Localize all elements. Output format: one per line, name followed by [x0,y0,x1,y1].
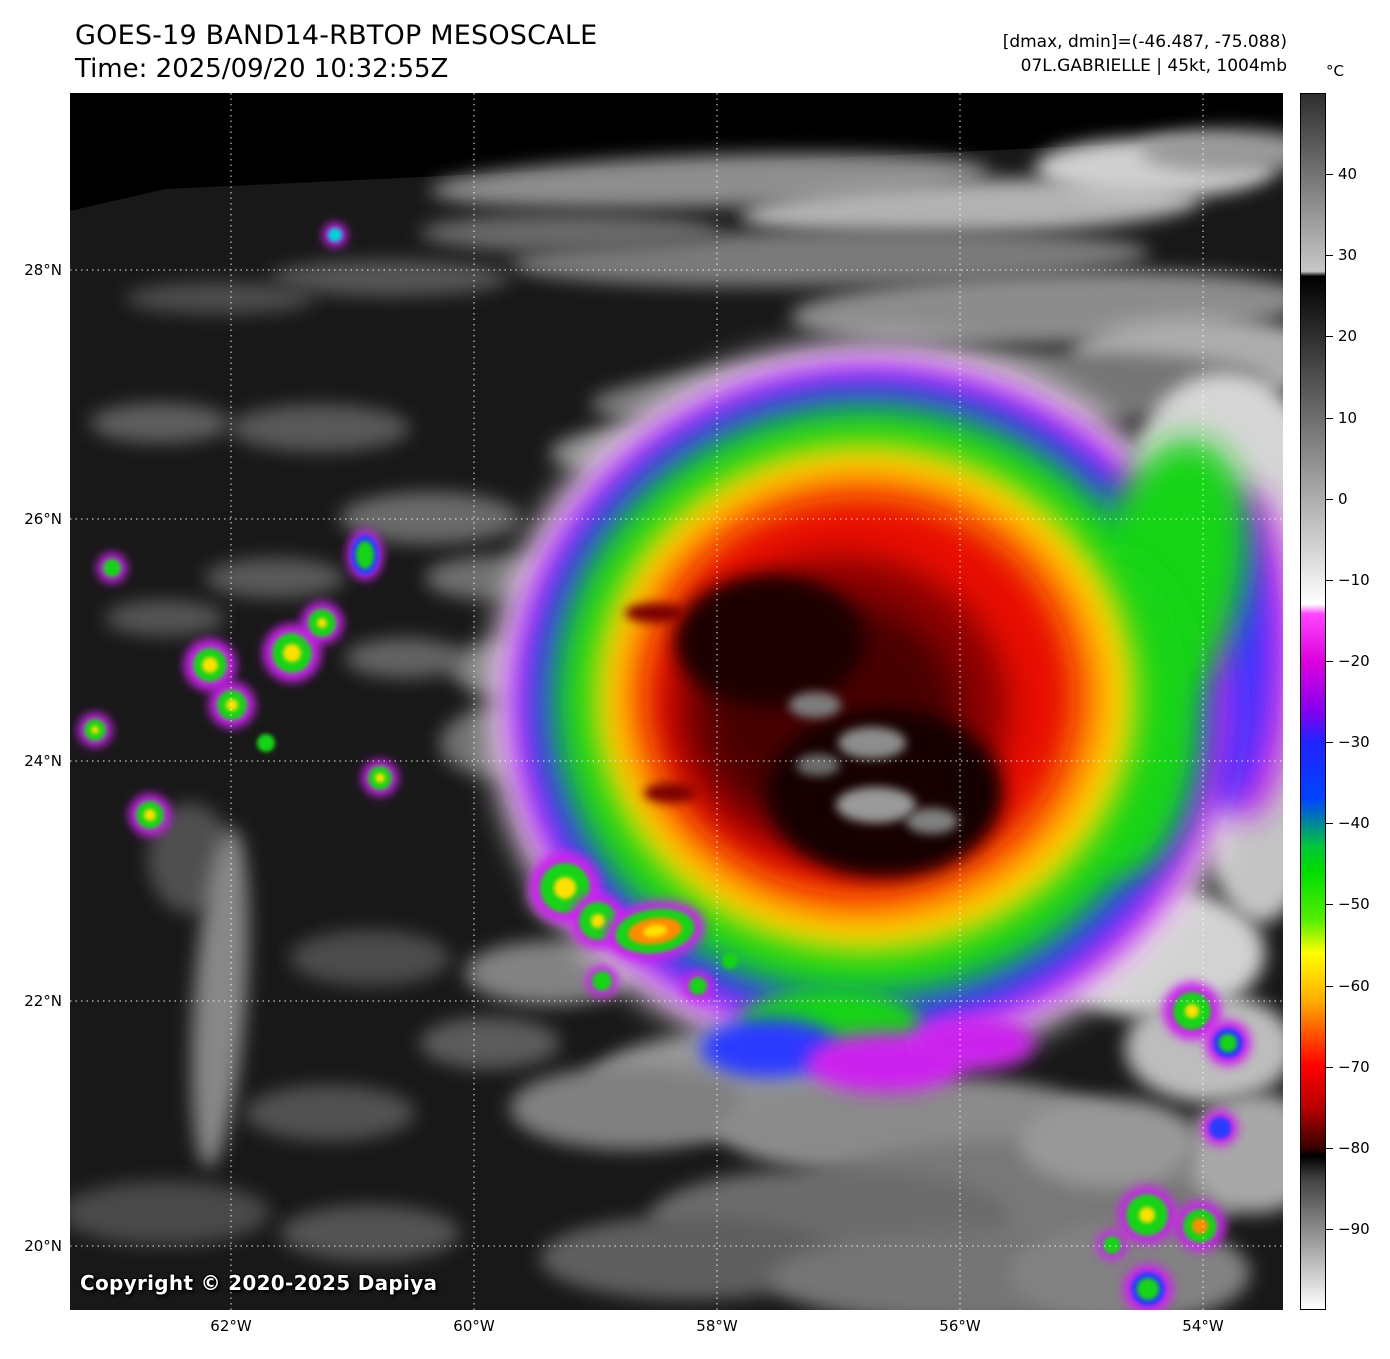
satellite-map: Copyright © 2020-2025 Dapiya [70,93,1283,1310]
timestamp-label: Time: 2025/09/20 10:32:55Z [75,54,449,84]
colorbar-label-m30: −30 [1338,733,1370,751]
colorbar-label-m60: −60 [1338,977,1370,995]
colorbar-tick [1326,580,1333,581]
convective-cells [78,223,1251,1310]
colorbar-label-m20: −20 [1338,652,1370,670]
colorbar-tick [1326,1148,1333,1149]
colorbar-label-40: 40 [1338,165,1358,183]
colorbar-tick [1326,174,1333,175]
lat-label-24n: 24°N [24,752,62,770]
colorbar-gradient [1300,93,1326,1310]
colorbar-tick [1326,1229,1333,1230]
dmax-dmin-label: [dmax, dmin]=(-46.487, -75.088) [1002,32,1287,52]
colorbar-tick [1326,499,1333,500]
satellite-scene [70,93,1283,1310]
lon-label-60w: 60°W [453,1317,495,1335]
lat-label-20n: 20°N [24,1237,62,1255]
colorbar-label-0: 0 [1338,490,1348,508]
lon-label-56w: 56°W [939,1317,981,1335]
colorbar-label-m90: −90 [1338,1220,1370,1238]
colorbar-label-m50: −50 [1338,895,1370,913]
colorbar-tick [1326,255,1333,256]
lat-label-26n: 26°N [24,510,62,528]
colorbar-tick [1326,1067,1333,1068]
colorbar-tick [1326,661,1333,662]
copyright-watermark: Copyright © 2020-2025 Dapiya [80,1271,438,1295]
colorbar-label-20: 20 [1338,327,1358,345]
colorbar-tick [1326,823,1333,824]
page-title: GOES-19 BAND14-RBTOP MESOSCALE [75,20,598,51]
colorbar-label-m80: −80 [1338,1139,1370,1157]
lat-label-28n: 28°N [24,261,62,279]
lon-label-58w: 58°W [696,1317,738,1335]
colorbar-label-m40: −40 [1338,814,1370,832]
colorbar-tick [1326,336,1333,337]
colorbar-label-10: 10 [1338,409,1358,427]
colorbar-unit-label: °C [1326,62,1344,80]
colorbar-tick [1326,986,1333,987]
colorbar-label-m70: −70 [1338,1058,1370,1076]
colorbar-tick [1326,904,1333,905]
colorbar-label-m10: −10 [1338,571,1370,589]
colorbar-label-30: 30 [1338,246,1358,264]
lat-label-22n: 22°N [24,992,62,1010]
graticule [70,93,1283,1310]
hurricane-gabrielle [490,343,1283,1093]
lon-label-62w: 62°W [210,1317,252,1335]
colorbar-tick [1326,742,1333,743]
colorbar-tick [1326,418,1333,419]
lon-label-54w: 54°W [1182,1317,1224,1335]
storm-info-label: 07L.GABRIELLE | 45kt, 1004mb [1020,56,1287,76]
